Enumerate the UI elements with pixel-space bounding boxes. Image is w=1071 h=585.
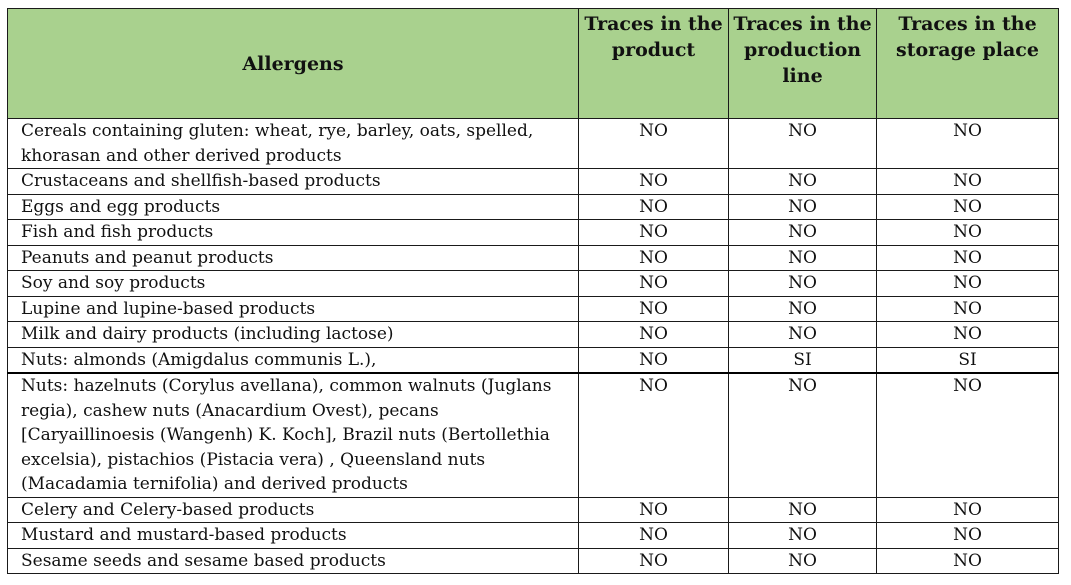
production-line-trace-cell: NO [728, 118, 877, 169]
storage-trace-cell: NO [876, 496, 1059, 523]
allergen-table: Allergens Traces in the product Traces i… [7, 8, 1059, 574]
production-line-trace-cell: NO [728, 193, 877, 220]
storage-trace-cell: SI [876, 346, 1059, 374]
product-trace-cell: NO [578, 547, 729, 574]
storage-trace-cell: NO [876, 522, 1059, 549]
production-line-trace-cell: NO [728, 496, 877, 523]
table-row: Fish and fish products NO NO NO [7, 219, 1059, 246]
allergen-cell: Nuts: almonds (Amigdalus communis L.), [7, 346, 579, 374]
allergen-cell: Crustaceans and shellfish-based products [7, 168, 579, 195]
table-row: Peanuts and peanut products NO NO NO [7, 244, 1059, 271]
storage-trace-cell: NO [876, 244, 1059, 271]
allergen-cell: Lupine and lupine-based products [7, 295, 579, 322]
table-row: Lupine and lupine-based products NO NO N… [7, 295, 1059, 322]
header-traces-product: Traces in the product [578, 8, 729, 119]
product-trace-cell: NO [578, 270, 729, 297]
product-trace-cell: NO [578, 522, 729, 549]
allergen-cell: Peanuts and peanut products [7, 244, 579, 271]
production-line-trace-cell: NO [728, 547, 877, 574]
product-trace-cell: NO [578, 219, 729, 246]
production-line-trace-cell: NO [728, 372, 877, 498]
production-line-trace-cell: NO [728, 295, 877, 322]
allergen-cell: Celery and Celery-based products [7, 496, 579, 523]
table-row: Soy and soy products NO NO NO [7, 270, 1059, 297]
allergen-cell: Eggs and egg products [7, 193, 579, 220]
table-row: Nuts: almonds (Amigdalus communis L.), N… [7, 346, 1059, 374]
product-trace-cell: NO [578, 321, 729, 348]
storage-trace-cell: NO [876, 321, 1059, 348]
product-trace-cell: NO [578, 346, 729, 374]
storage-trace-cell: NO [876, 372, 1059, 498]
production-line-trace-cell: NO [728, 168, 877, 195]
product-trace-cell: NO [578, 118, 729, 169]
storage-trace-cell: NO [876, 219, 1059, 246]
product-trace-cell: NO [578, 244, 729, 271]
table-row: Celery and Celery-based products NO NO N… [7, 496, 1059, 523]
table-row: Sesame seeds and sesame based products N… [7, 547, 1059, 574]
table-row: Nuts: hazelnuts (Corylus avellana), comm… [7, 372, 1059, 498]
production-line-trace-cell: NO [728, 244, 877, 271]
product-trace-cell: NO [578, 168, 729, 195]
allergen-cell: Fish and fish products [7, 219, 579, 246]
production-line-trace-cell: SI [728, 346, 877, 374]
table-body: Cereals containing gluten: wheat, rye, b… [7, 118, 1059, 574]
production-line-trace-cell: NO [728, 522, 877, 549]
allergen-cell: Mustard and mustard-based products [7, 522, 579, 549]
table-row: Milk and dairy products (including lacto… [7, 321, 1059, 348]
production-line-trace-cell: NO [728, 321, 877, 348]
table-header: Allergens Traces in the product Traces i… [7, 8, 1059, 119]
production-line-trace-cell: NO [728, 219, 877, 246]
table-row: Cereals containing gluten: wheat, rye, b… [7, 118, 1059, 169]
allergen-cell: Milk and dairy products (including lacto… [7, 321, 579, 348]
header-row: Allergens Traces in the product Traces i… [7, 8, 1059, 119]
storage-trace-cell: NO [876, 193, 1059, 220]
product-trace-cell: NO [578, 295, 729, 322]
table-row: Eggs and egg products NO NO NO [7, 193, 1059, 220]
allergen-cell: Soy and soy products [7, 270, 579, 297]
product-trace-cell: NO [578, 372, 729, 498]
product-trace-cell: NO [578, 496, 729, 523]
allergen-cell: Sesame seeds and sesame based products [7, 547, 579, 574]
table-row: Mustard and mustard-based products NO NO… [7, 522, 1059, 549]
header-traces-production-line: Traces in the production line [728, 8, 877, 119]
storage-trace-cell: NO [876, 270, 1059, 297]
allergen-cell: Nuts: hazelnuts (Corylus avellana), comm… [7, 372, 579, 498]
table-row: Crustaceans and shellfish-based products… [7, 168, 1059, 195]
header-allergens: Allergens [7, 8, 579, 119]
product-trace-cell: NO [578, 193, 729, 220]
storage-trace-cell: NO [876, 168, 1059, 195]
header-traces-storage: Traces in the storage place [876, 8, 1059, 119]
allergen-cell: Cereals containing gluten: wheat, rye, b… [7, 118, 579, 169]
storage-trace-cell: NO [876, 295, 1059, 322]
storage-trace-cell: NO [876, 118, 1059, 169]
production-line-trace-cell: NO [728, 270, 877, 297]
storage-trace-cell: NO [876, 547, 1059, 574]
